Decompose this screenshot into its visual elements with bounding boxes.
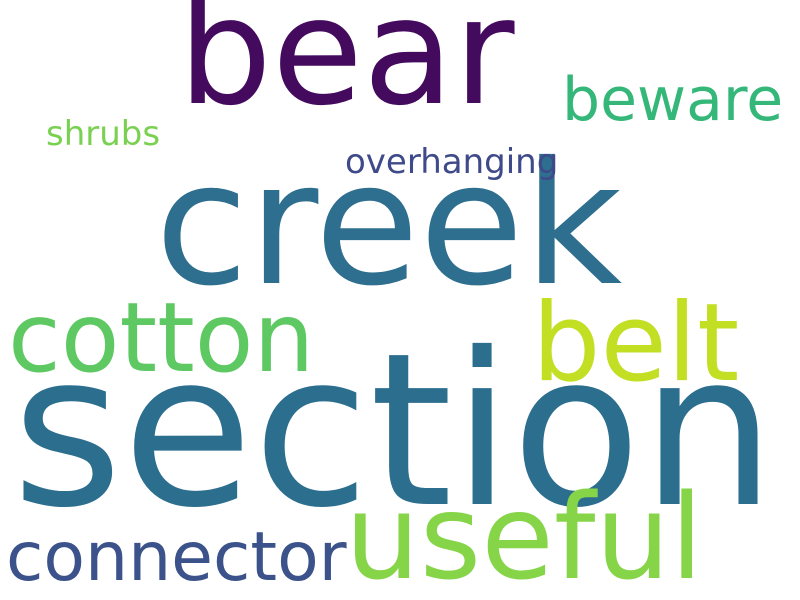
word-belt: belt [532, 281, 740, 406]
word-bear: bear [178, 0, 515, 138]
word-creek: creek [155, 126, 623, 324]
word-connector: connector [6, 518, 347, 597]
word-beware: beware [562, 65, 784, 135]
word-cotton: cotton [8, 282, 315, 394]
word-useful: useful [345, 468, 703, 600]
word-section: section [12, 307, 776, 554]
word-shrubs: shrubs [46, 114, 161, 154]
word-overhanging: overhanging [345, 142, 559, 182]
